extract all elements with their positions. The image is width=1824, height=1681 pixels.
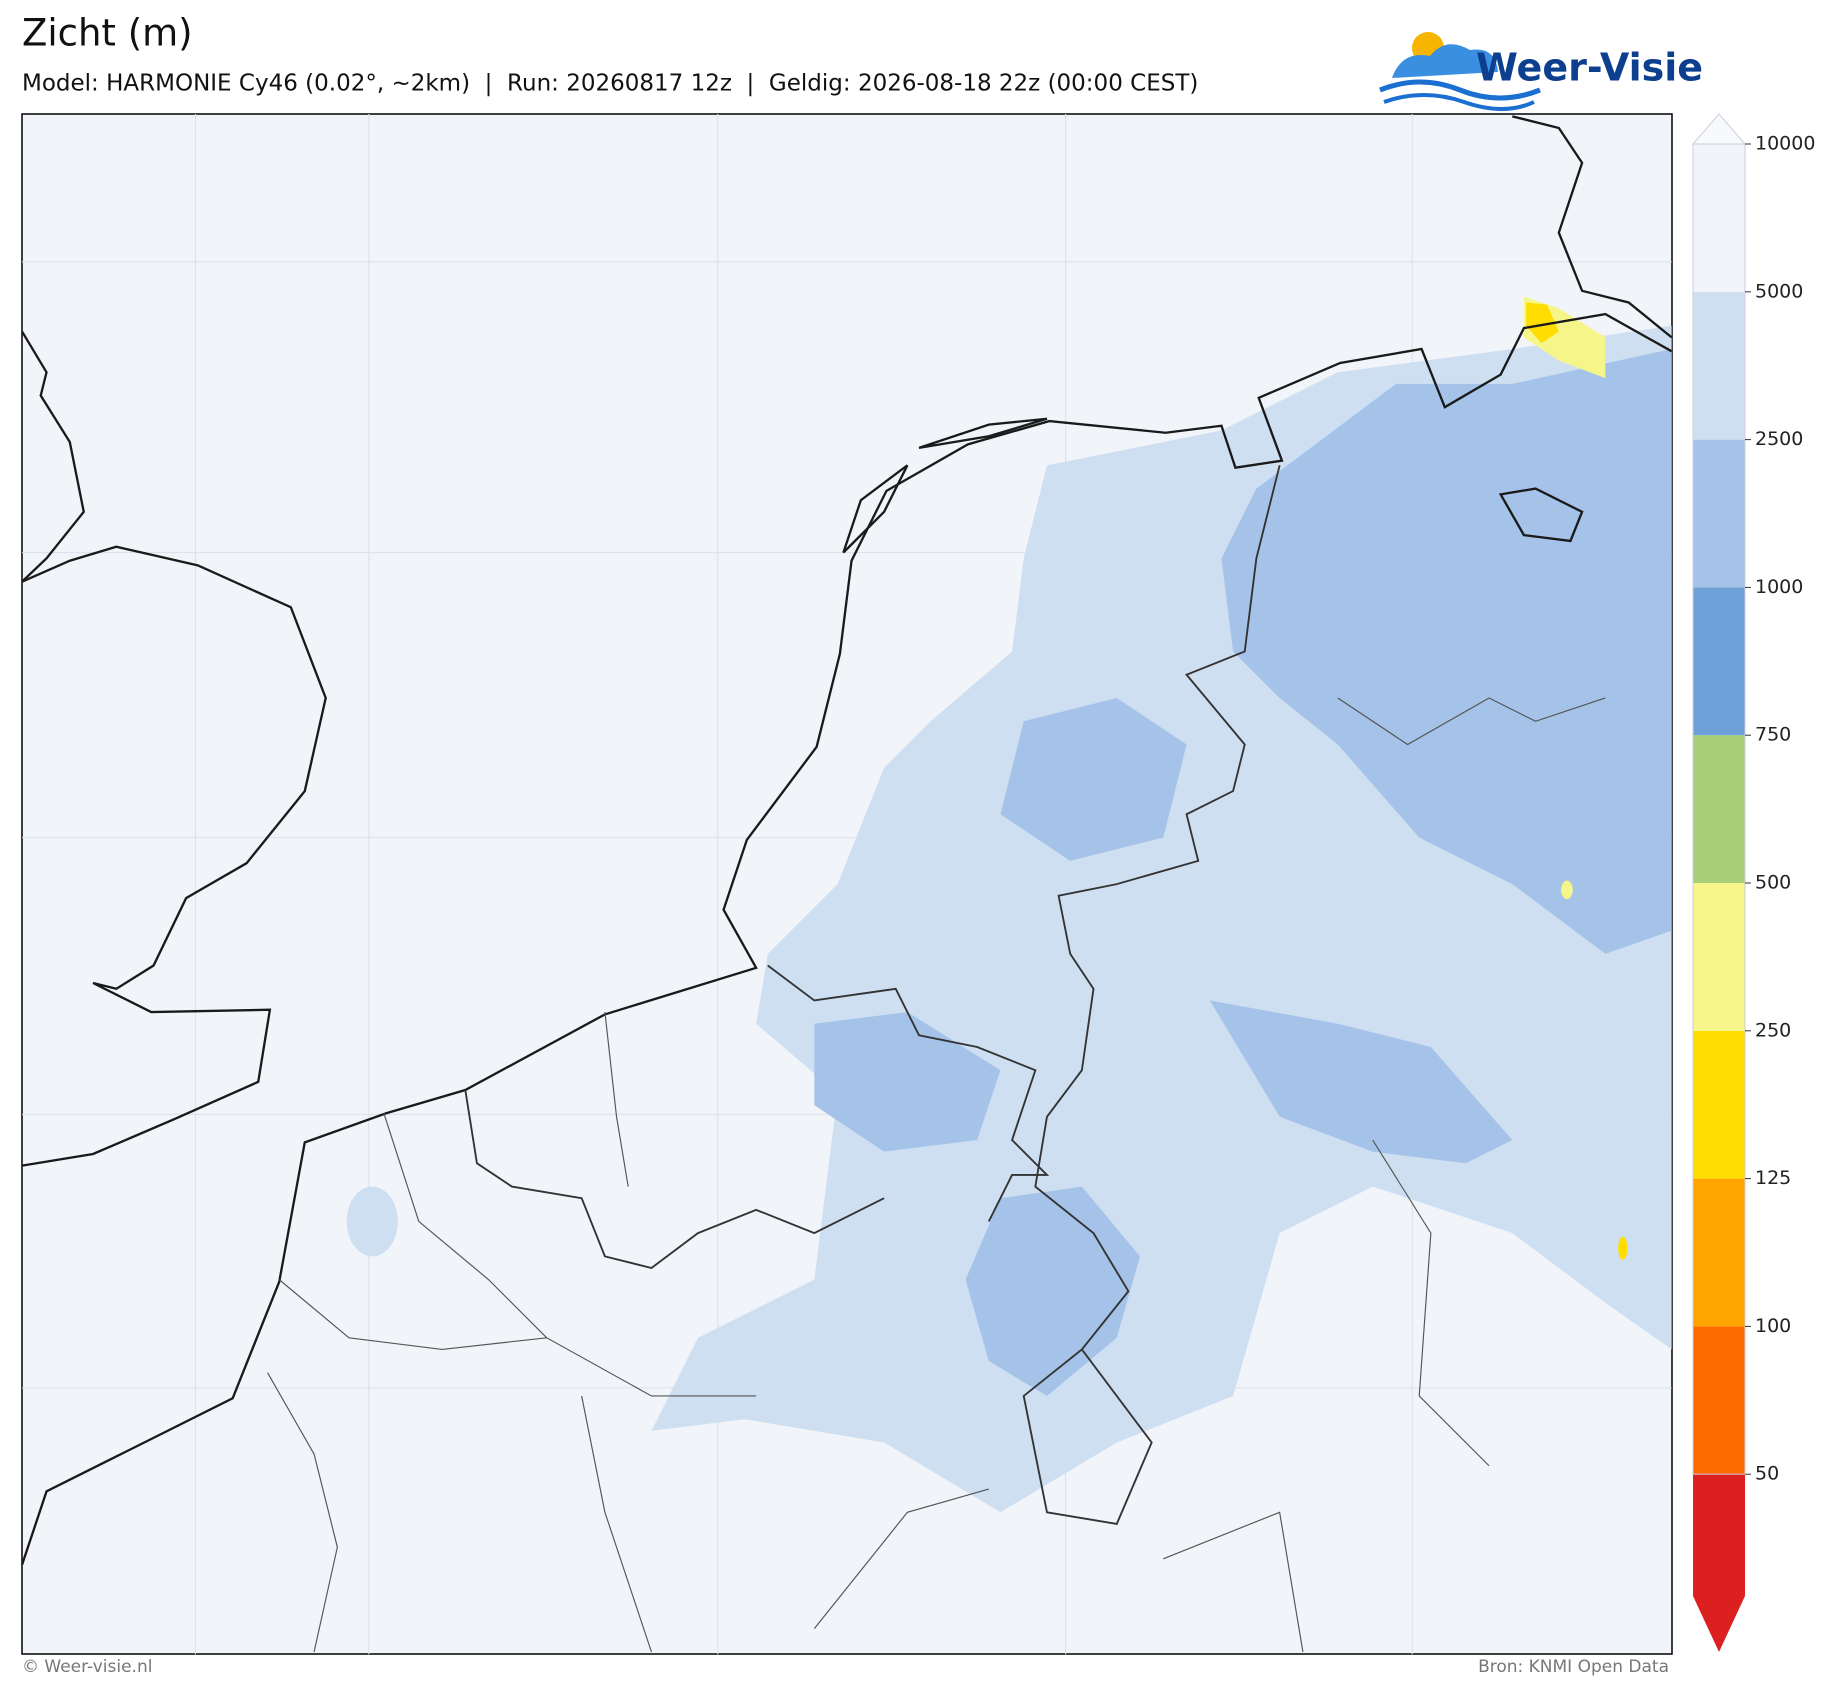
colorbar-segment xyxy=(1693,587,1745,736)
colorbar-tick-label: 750 xyxy=(1755,724,1791,746)
colorbar-tick-label: 5000 xyxy=(1755,280,1803,302)
colorbar-tick-label: 1000 xyxy=(1755,576,1803,598)
colorbar-tick-label: 2500 xyxy=(1755,428,1803,450)
colorbar-segment xyxy=(1693,144,1745,292)
colorbar-tick-label: 100 xyxy=(1755,1315,1791,1337)
footer-right: Bron: KNMI Open Data xyxy=(1478,1657,1669,1677)
colorbar-tick-label: 250 xyxy=(1755,1019,1791,1041)
colorbar-segment xyxy=(1693,735,1745,883)
colorbar-segment xyxy=(1693,1030,1745,1179)
map xyxy=(20,113,1673,1655)
footer-left: © Weer-visie.nl xyxy=(22,1657,152,1677)
colorbar-frame xyxy=(1692,143,1746,1475)
colorbar-segment xyxy=(1693,1326,1745,1475)
colorbar: 50 100 125 250 500 750 1000 2500 5000 10000 xyxy=(1691,113,1815,1652)
colorbar-tick-label: 10000 xyxy=(1755,133,1815,155)
colorbar-segment xyxy=(1693,1178,1745,1327)
colorbar-extend-low xyxy=(1693,1474,1745,1652)
colorbar-tick-label: 125 xyxy=(1755,1167,1791,1189)
logo-text: Weer-Visie xyxy=(1476,46,1703,90)
subtitle: Model: HARMONIE Cy46 (0.02°, ~2km) | Run… xyxy=(22,71,1198,97)
colorbar-segment xyxy=(1693,291,1745,440)
title: Zicht (m) xyxy=(22,12,193,55)
colorbar-tick-label: 50 xyxy=(1755,1463,1779,1485)
colorbar-segment xyxy=(1693,439,1745,588)
logo: Weer-Visie xyxy=(1379,32,1703,111)
colorbar-tick-label: 500 xyxy=(1755,872,1791,894)
colorbar-segment xyxy=(1693,883,1745,1031)
colorbar-extend-high xyxy=(1691,113,1747,145)
